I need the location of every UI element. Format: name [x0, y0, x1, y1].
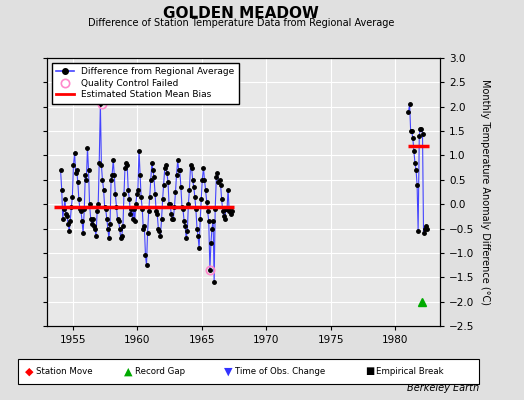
Text: Empirical Break: Empirical Break [376, 367, 444, 376]
Text: Time of Obs. Change: Time of Obs. Change [235, 367, 325, 376]
Text: ▼: ▼ [224, 366, 232, 376]
Legend: Difference from Regional Average, Quality Control Failed, Estimated Station Mean: Difference from Regional Average, Qualit… [52, 62, 239, 104]
Text: Station Move: Station Move [36, 367, 92, 376]
Text: GOLDEN MEADOW: GOLDEN MEADOW [163, 6, 319, 21]
Text: Berkeley Earth: Berkeley Earth [407, 383, 479, 393]
Text: Difference of Station Temperature Data from Regional Average: Difference of Station Temperature Data f… [88, 18, 394, 28]
Text: ▲: ▲ [124, 366, 133, 376]
Text: ◆: ◆ [25, 366, 33, 376]
Text: ■: ■ [365, 366, 374, 376]
Text: Record Gap: Record Gap [135, 367, 185, 376]
Y-axis label: Monthly Temperature Anomaly Difference (°C): Monthly Temperature Anomaly Difference (… [480, 79, 490, 305]
